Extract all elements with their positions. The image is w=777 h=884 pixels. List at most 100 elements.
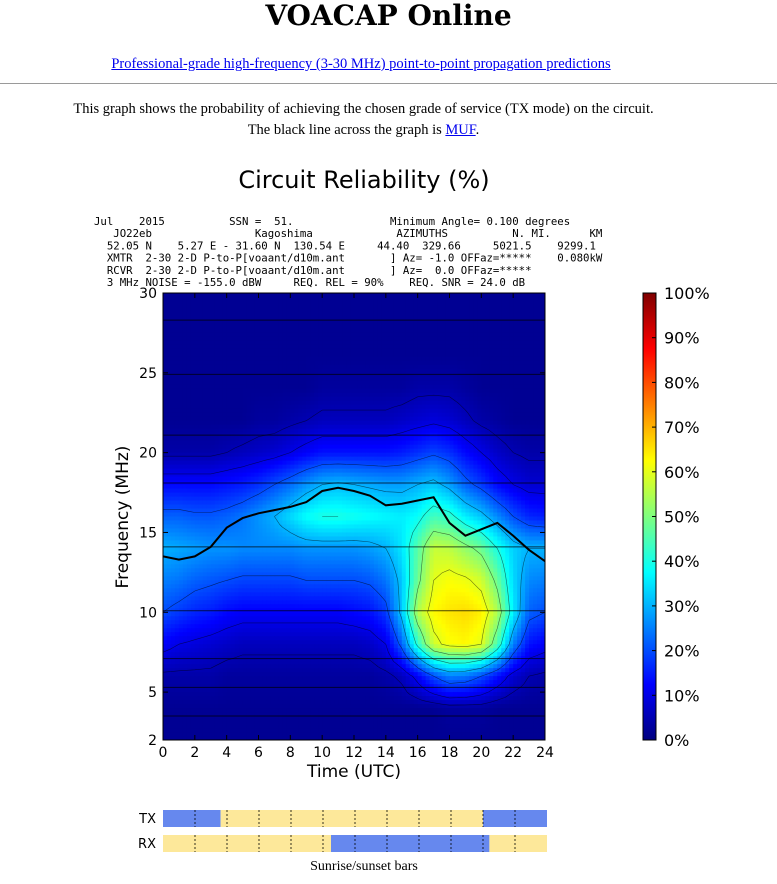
heatmap-cell [250, 464, 256, 470]
heatmap-cell [437, 408, 443, 414]
heatmap-cell [429, 348, 435, 354]
heatmap-cell [198, 420, 204, 426]
heatmap-cell [286, 380, 291, 386]
heatmap-cell [258, 496, 264, 502]
heatmap-cell [266, 328, 272, 334]
heatmap-cell [405, 336, 411, 342]
heatmap-cell [170, 316, 176, 322]
heatmap-cell [254, 316, 260, 322]
heatmap-cell [294, 316, 299, 322]
heatmap-cell [505, 344, 510, 350]
heatmap-cell [365, 364, 371, 370]
heatmap-cell [405, 436, 411, 442]
heatmap-cell [318, 444, 323, 450]
heatmap-cell [218, 436, 224, 442]
heatmap-cell [513, 392, 518, 398]
heatmap-cell [469, 356, 474, 362]
heatmap-cell [298, 384, 303, 390]
heatmap-cell [270, 336, 276, 342]
heatmap-cell [541, 352, 545, 358]
heatmap-cell [373, 404, 379, 410]
heatmap-cell [389, 316, 395, 322]
heatmap-cell [214, 340, 220, 346]
heatmap-cell [174, 316, 180, 322]
heatmap-cell [497, 388, 502, 394]
heatmap-cell [489, 308, 494, 314]
heatmap-cell [346, 352, 351, 358]
heatmap-cell [350, 304, 355, 310]
heatmap-cell [334, 384, 339, 390]
heatmap-cell [509, 364, 514, 370]
heatmap-cell [477, 496, 482, 502]
heatmap-cell [270, 476, 276, 482]
heatmap-cell [338, 356, 343, 362]
heatmap-cell [198, 308, 204, 314]
heatmap-cell [250, 356, 256, 362]
heatmap-cell [163, 416, 168, 422]
heatmap-cell [413, 352, 419, 358]
heatmap-cell [302, 416, 307, 422]
heatmap-cell [381, 336, 387, 342]
heatmap-cell [513, 468, 518, 474]
heatmap-cell [509, 452, 514, 458]
heatmap-cell [461, 352, 467, 358]
heatmap-cell [178, 484, 184, 490]
heatmap-cell [409, 428, 415, 434]
heatmap-cell [417, 408, 423, 414]
heatmap-cell [334, 332, 339, 338]
heatmap-cell [322, 380, 327, 386]
heatmap-cell [350, 428, 355, 434]
heatmap-cell [437, 332, 443, 338]
heatmap-cell [230, 488, 236, 494]
heatmap-cell [357, 468, 363, 474]
heatmap-cell [409, 496, 415, 502]
heatmap-cell [198, 488, 204, 494]
heatmap-cell [529, 328, 534, 334]
heatmap-cell [381, 400, 387, 406]
heatmap-cell [302, 428, 307, 434]
heatmap-cell [425, 444, 431, 450]
heatmap-cell [326, 448, 331, 454]
heatmap-cell [338, 496, 343, 502]
heatmap-cell [473, 464, 478, 470]
heatmap-cell [194, 360, 200, 366]
heatmap-cell [262, 384, 268, 390]
muf-link[interactable]: MUF [445, 122, 476, 138]
subtitle-link-anchor[interactable]: Professional-grade high-frequency (3-30 … [111, 56, 611, 72]
heatmap-cell [409, 400, 415, 406]
heatmap-cell [413, 308, 419, 314]
heatmap-cell [234, 304, 240, 310]
heatmap-cell [357, 476, 363, 482]
heatmap-cell [453, 356, 459, 362]
heatmap-cell [286, 440, 291, 446]
heatmap-cell [163, 384, 168, 390]
heatmap-cell [513, 448, 518, 454]
heatmap-cell [509, 456, 514, 462]
heatmap-cell [234, 496, 240, 502]
heatmap-cell [174, 408, 180, 414]
heatmap-cell [314, 296, 319, 302]
heatmap-cell [417, 412, 423, 418]
heatmap-cell [222, 356, 228, 362]
heatmap-cell [525, 436, 530, 442]
heatmap-cell [210, 344, 216, 350]
heatmap-cell [342, 336, 347, 342]
heatmap-cell [354, 320, 359, 326]
heatmap-cell [190, 440, 196, 446]
heatmap-cell [393, 293, 399, 298]
heatmap-cell [537, 320, 542, 326]
heatmap-cell [198, 372, 204, 378]
heatmap-cell [457, 492, 463, 498]
heatmap-cell [521, 404, 526, 410]
heatmap-cell [202, 368, 208, 374]
heatmap-cell [365, 356, 371, 362]
heatmap-cell [385, 476, 391, 482]
heatmap-cell [529, 396, 534, 402]
heatmap-cell [437, 492, 443, 498]
heatmap-cell [342, 304, 347, 310]
heatmap-cell [202, 384, 208, 390]
heatmap-cell [258, 340, 264, 346]
heatmap-cell [290, 404, 295, 410]
heatmap-cell [417, 372, 423, 378]
heatmap-cell [330, 488, 335, 494]
